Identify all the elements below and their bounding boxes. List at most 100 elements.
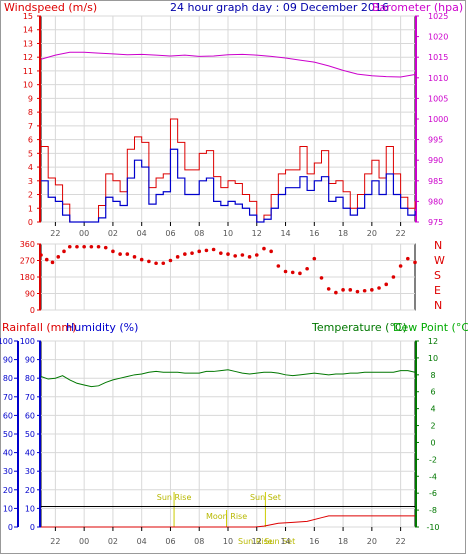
temperature-line [40,369,416,388]
baro-y-tick-label: 995 [428,136,443,145]
temp-y-tick-label: -10 [426,523,439,532]
wind-y-tick-label: 2 [28,191,33,200]
direction-point [211,247,216,252]
baro-y-tick-label: 1000 [428,115,448,124]
direction-point [183,252,187,256]
humidity-y-tick-label: 90 [25,356,35,365]
bottom-x-tick-label: 22 [396,537,406,546]
rain-y-tick-label: 50 [3,430,13,439]
direction-point [50,260,55,265]
wind-x-tick-label: 16 [309,229,319,238]
direction-point [377,286,381,290]
bottom-x-tick-label: 10 [223,537,233,546]
wind-x-tick-label: 06 [165,229,175,238]
direction-point [103,245,108,250]
direction-point [204,248,209,253]
direction-point [82,244,86,249]
direction-point [298,271,302,276]
direction-point [219,251,223,255]
bottom-x-tick-label: 02 [108,537,118,546]
rain-y-tick-label: 60 [3,411,13,420]
direction-point [132,255,137,259]
sun-rise-marker-2-label: Sun Rise [238,537,273,546]
wind-y-tick-label: 8 [28,108,33,117]
bottom-x-tick-label: 12 [252,537,262,546]
temp-axis-title: Temperature (°C) [311,321,407,334]
direction-point [406,256,410,261]
baro-y-tick-label: 990 [428,156,443,165]
wind-y-tick-label: 1 [28,204,33,213]
direction-point [262,246,266,251]
wind-x-tick-label: 12 [252,229,262,238]
moon-rise-marker-label: Moon Rise [206,512,247,521]
direction-point [67,244,72,249]
direction-point [44,257,49,262]
wind-x-tick-label: 20 [367,229,377,238]
bottom-x-tick-label: 16 [309,537,319,546]
direction-point [75,244,79,249]
sun-set-marker-label: Sun Set [250,493,281,502]
direction-point [233,254,237,258]
humidity-y-tick-label: 50 [25,430,35,439]
wind-baro-panel: 0123456789101112131415975980985990995100… [23,12,449,238]
direction-point [305,266,309,271]
bottom-x-tick-label: 14 [280,537,290,546]
compass-label: E [434,284,441,297]
humidity-axis-title: Humidity (%) [66,321,138,334]
temp-y-tick-label: -8 [429,506,437,515]
wind-y-tick-label: 10 [23,81,33,90]
moon-set-marker-label: Sun Set [264,537,295,546]
temp-y-tick-label: 8 [430,371,435,380]
direction-point [96,244,101,249]
wind-x-tick-label: 04 [137,229,147,238]
wind-y-tick-label: 3 [28,177,33,186]
temp-y-tick-label: 0 [430,438,435,447]
direction-point [362,288,367,293]
direction-point [391,275,396,279]
bottom-x-tick-label: 08 [194,537,204,546]
bottom-x-tick-label: 22 [50,537,60,546]
rain-y-tick-label: 20 [3,486,13,495]
direction-point [154,261,158,266]
dir-y-tick-label: 360 [20,240,35,249]
baro-y-tick-label: 1005 [428,94,448,103]
direction-point [326,287,331,291]
baro-y-tick-label: 980 [428,197,443,206]
baro-y-tick-label: 1015 [428,53,448,62]
rain-y-tick-label: 70 [3,393,13,402]
humidity-y-tick-label: 70 [25,393,35,402]
temp-y-tick-label: 6 [430,388,435,397]
direction-point [355,289,360,294]
wind-y-tick-label: 11 [23,67,33,76]
barometer-line [40,51,416,78]
wind-y-tick-label: 14 [23,26,33,35]
temp-y-tick-label: 10 [428,354,438,363]
rain-y-tick-label: 100 [0,337,13,346]
direction-point [370,288,374,292]
rain-y-tick-label: 40 [3,449,13,458]
wind-y-tick-label: 4 [28,163,33,172]
humidity-y-tick-label: 80 [25,374,35,383]
dir-y-tick-label: 180 [20,273,35,282]
baro-y-tick-label: 1025 [428,12,448,21]
rain-axis-title: Rainfall (mm) [2,321,76,334]
temp-y-tick-label: 12 [428,337,438,346]
direction-point [283,269,288,274]
direction-point [290,270,295,275]
sun-rise-marker-label: Sun Rise [157,493,192,502]
temp-y-tick-label: 4 [430,405,435,414]
direction-point [254,253,259,257]
rain-y-tick-label: 10 [3,504,13,513]
temp-y-tick-label: -4 [429,472,437,481]
dew-axis-title: Dew Point (°C) [393,321,468,334]
humidity-y-tick-label: 60 [25,411,35,420]
bottom-x-tick-label: 18 [338,537,348,546]
rainfall-line [41,515,415,528]
wind-y-tick-label: 7 [28,122,33,131]
direction-point [413,260,417,265]
wind-x-tick-label: 02 [108,229,118,238]
direction-point [161,261,166,266]
wind-y-tick-label: 0 [28,218,33,227]
